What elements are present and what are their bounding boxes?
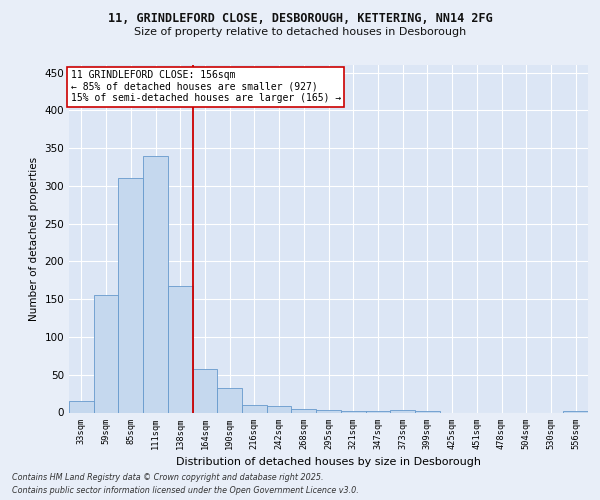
Bar	[390, 410, 415, 412]
Bar	[563, 411, 588, 412]
Bar	[267, 406, 292, 412]
Text: Contains public sector information licensed under the Open Government Licence v3: Contains public sector information licen…	[12, 486, 359, 495]
Bar	[341, 411, 365, 412]
Bar	[193, 370, 217, 412]
Bar	[168, 286, 193, 412]
Bar	[365, 411, 390, 412]
Text: Size of property relative to detached houses in Desborough: Size of property relative to detached ho…	[134, 27, 466, 37]
Bar	[415, 411, 440, 412]
X-axis label: Distribution of detached houses by size in Desborough: Distribution of detached houses by size …	[176, 457, 481, 467]
Bar	[242, 405, 267, 412]
Bar	[143, 156, 168, 412]
Bar	[94, 294, 118, 412]
Text: Contains HM Land Registry data © Crown copyright and database right 2025.: Contains HM Land Registry data © Crown c…	[12, 472, 323, 482]
Bar	[292, 408, 316, 412]
Bar	[316, 410, 341, 412]
Y-axis label: Number of detached properties: Number of detached properties	[29, 156, 39, 321]
Text: 11 GRINDLEFORD CLOSE: 156sqm
← 85% of detached houses are smaller (927)
15% of s: 11 GRINDLEFORD CLOSE: 156sqm ← 85% of de…	[71, 70, 341, 103]
Text: 11, GRINDLEFORD CLOSE, DESBOROUGH, KETTERING, NN14 2FG: 11, GRINDLEFORD CLOSE, DESBOROUGH, KETTE…	[107, 12, 493, 24]
Bar	[217, 388, 242, 412]
Bar	[69, 401, 94, 412]
Bar	[118, 178, 143, 412]
